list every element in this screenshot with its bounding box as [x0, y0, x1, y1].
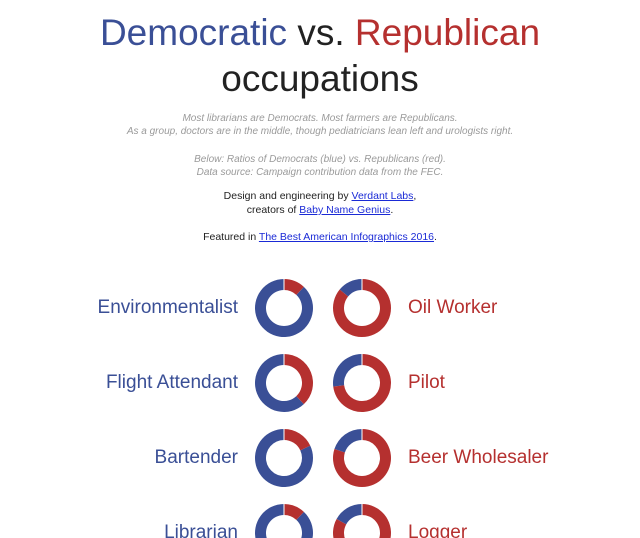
- occupation-label-beer-wholesaler: Beer Wholesaler: [408, 447, 549, 468]
- republican-slice: [333, 354, 391, 412]
- donut-svg: [333, 504, 391, 538]
- republican-slice: [333, 429, 391, 487]
- republican-slice: [284, 504, 304, 520]
- creators-suffix: .: [390, 204, 394, 216]
- donut-chart-beer-wholesaler[interactable]: [332, 428, 392, 488]
- democrat-slice: [255, 279, 313, 337]
- donut-chart-logger[interactable]: [332, 503, 392, 538]
- democrat-slice: [333, 354, 362, 387]
- featured-prefix: Featured in: [203, 231, 259, 243]
- subtitle-line-1: Most librarians are Democrats. Most farm…: [182, 113, 458, 124]
- occupation-label-logger: Logger: [408, 522, 468, 538]
- page-title: Democratic vs. Republican: [0, 12, 640, 54]
- creators-credit: creators of Baby Name Genius.: [0, 204, 640, 217]
- democrat-slice: [334, 429, 362, 453]
- donut-chart-pilot[interactable]: [332, 353, 392, 413]
- occupation-label-environmentalist: Environmentalist: [97, 297, 238, 318]
- subtitle-line-3: Below: Ratios of Democrats (blue) vs. Re…: [194, 154, 446, 165]
- best-american-infographics-link[interactable]: The Best American Infographics 2016: [258, 231, 435, 243]
- occupation-label-oil-worker: Oil Worker: [408, 297, 498, 318]
- title-republican: Republican: [354, 12, 541, 53]
- design-credit: Design and engineering by Verdant Labs,: [0, 190, 640, 203]
- occupation-label-flight-attendant: Flight Attendant: [105, 372, 238, 393]
- democrat-slice: [336, 504, 362, 525]
- design-credit-prefix: Design and engineering by: [223, 190, 352, 202]
- occupation-label-bartender: Bartender: [154, 447, 238, 468]
- donut-svg: [333, 429, 391, 487]
- donut-svg: [333, 279, 391, 337]
- baby-name-genius-link[interactable]: Baby Name Genius: [299, 204, 391, 216]
- occupation-label-pilot: Pilot: [408, 372, 445, 393]
- republican-slice: [333, 279, 391, 337]
- donut-svg: [255, 354, 313, 412]
- featured-credit: Featured in The Best American Infographi…: [0, 231, 640, 244]
- creators-prefix: creators of: [246, 204, 300, 216]
- verdant-labs-link[interactable]: Verdant Labs: [351, 190, 414, 202]
- donut-chart-librarian[interactable]: [254, 503, 314, 538]
- subtitle-line-2: As a group, doctors are in the middle, t…: [126, 126, 514, 137]
- title-democratic: Democratic: [99, 12, 288, 53]
- donut-svg: [333, 354, 391, 412]
- featured-suffix: .: [434, 231, 437, 243]
- donut-chart-flight-attendant[interactable]: [254, 353, 314, 413]
- donut-svg: [255, 504, 313, 538]
- subtitle-line-4: Data source: Campaign contribution data …: [196, 167, 444, 178]
- democrat-slice: [339, 279, 362, 297]
- title-vs: vs.: [287, 12, 355, 53]
- democrat-slice: [255, 429, 313, 487]
- donut-svg: [255, 429, 313, 487]
- republican-slice: [284, 279, 304, 295]
- donut-svg: [255, 279, 313, 337]
- donut-chart-oil-worker[interactable]: [332, 278, 392, 338]
- design-credit-suffix: ,: [413, 190, 417, 202]
- donut-chart-environmentalist[interactable]: [254, 278, 314, 338]
- donut-chart-bartender[interactable]: [254, 428, 314, 488]
- republican-slice: [284, 354, 313, 405]
- republican-slice: [333, 504, 391, 538]
- republican-slice: [284, 429, 311, 451]
- page-title-line2: occupations: [221, 58, 419, 99]
- democrat-slice: [255, 354, 304, 412]
- occupation-label-librarian: Librarian: [164, 522, 238, 538]
- democrat-slice: [255, 504, 313, 538]
